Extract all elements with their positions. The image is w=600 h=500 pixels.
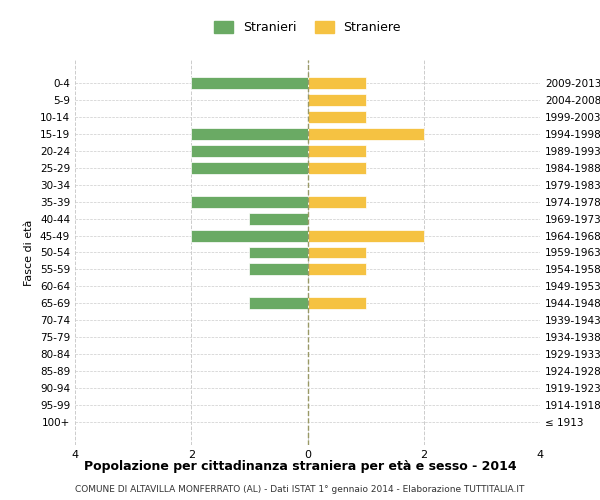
Bar [308,128,424,140]
Bar [191,78,308,90]
Text: COMUNE DI ALTAVILLA MONFERRATO (AL) - Dati ISTAT 1° gennaio 2014 - Elaborazione : COMUNE DI ALTAVILLA MONFERRATO (AL) - Da… [76,485,524,494]
Bar [191,196,308,207]
Y-axis label: Fasce di età: Fasce di età [25,220,34,286]
Bar [308,145,365,157]
Text: Popolazione per cittadinanza straniera per età e sesso - 2014: Popolazione per cittadinanza straniera p… [83,460,517,473]
Bar [308,94,365,106]
Bar [250,213,308,224]
Bar [308,246,365,258]
Bar [250,264,308,276]
Bar [191,162,308,174]
Legend: Stranieri, Straniere: Stranieri, Straniere [209,16,406,39]
Bar [308,78,365,90]
Bar [191,145,308,157]
Bar [308,112,365,123]
Bar [308,196,365,207]
Bar [308,298,365,309]
Bar [250,246,308,258]
Bar [308,162,365,174]
Bar [250,298,308,309]
Bar [308,264,365,276]
Bar [191,230,308,241]
Bar [191,128,308,140]
Bar [308,230,424,241]
